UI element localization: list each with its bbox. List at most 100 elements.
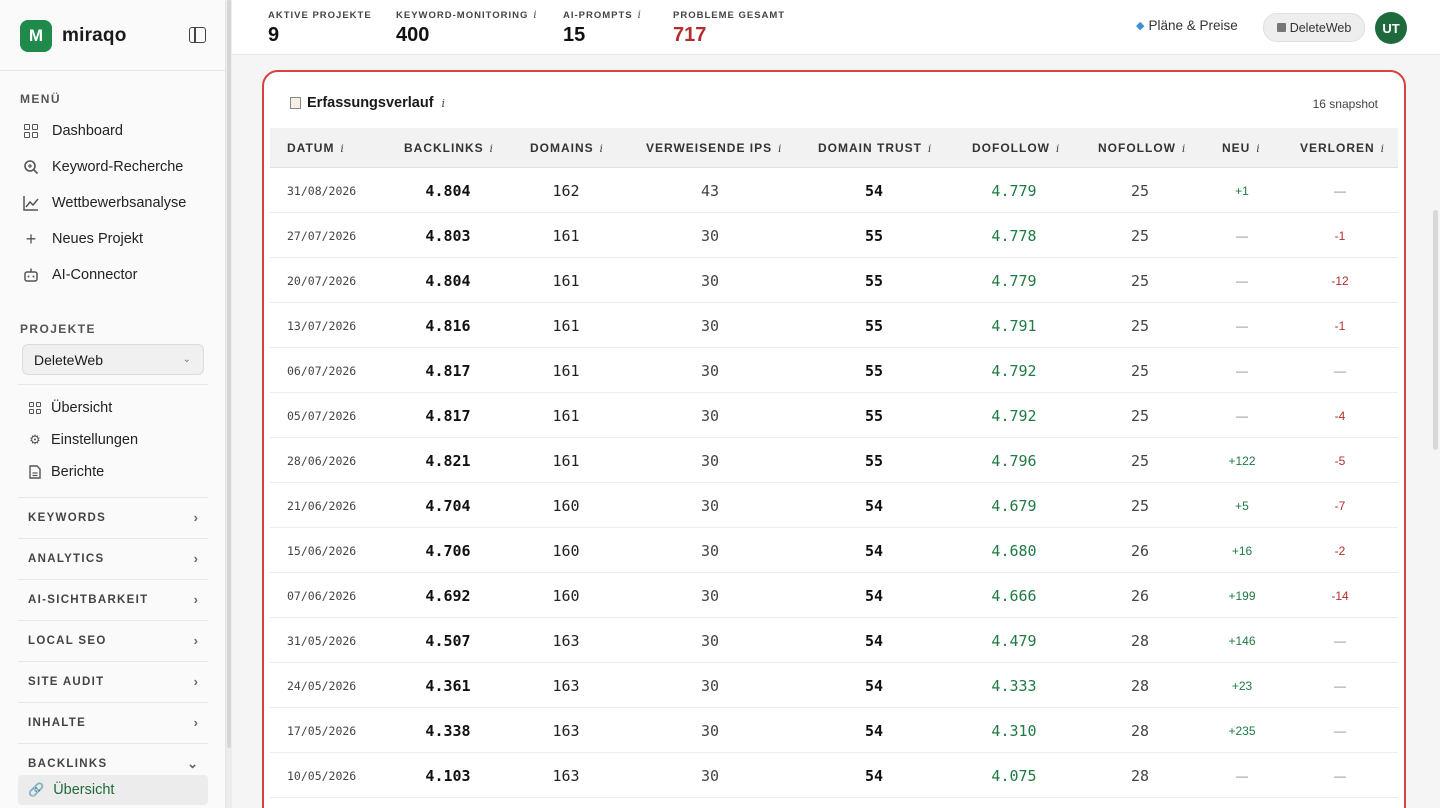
nav-keyword-recherche[interactable]: Keyword-Recherche xyxy=(22,155,183,179)
cell-verloren: -1 xyxy=(1334,228,1346,243)
stat-aktive-projekte: AKTIVE PROJEKTE 9 xyxy=(268,10,372,47)
info-icon[interactable]: i xyxy=(441,96,446,110)
column-header-verweisende-ips[interactable]: VERWEISENDE IPS i xyxy=(646,141,782,155)
nav-dashboard[interactable]: Dashboard xyxy=(22,119,123,143)
cell-backlinks: 4.804 xyxy=(425,181,471,200)
chevron-down-icon: ⌄ xyxy=(182,354,191,365)
column-header-domain-trust[interactable]: DOMAIN TRUST i xyxy=(818,141,932,155)
cell-date: 21/06/2026 xyxy=(287,498,357,513)
group-label: SITE AUDIT xyxy=(28,675,105,688)
project-switcher-button[interactable]: DeleteWeb xyxy=(1263,13,1365,42)
table-row: 27/07/2026 4.803 161 30 55 4.778 25 — -1 xyxy=(270,213,1398,258)
cell-verweisende-ips: 30 xyxy=(700,226,720,245)
cell-backlinks: 4.816 xyxy=(425,316,471,335)
cell-neu: +16 xyxy=(1231,543,1253,558)
sidebar: M miraqo MENÜ Dashboard Keyword-Recherch… xyxy=(0,0,226,808)
cell-nofollow: 25 xyxy=(1130,226,1150,245)
sidebar-scrollbar[interactable] xyxy=(226,0,232,808)
column-header-datum[interactable]: DATUM i xyxy=(287,141,344,155)
project-item-einstellungen[interactable]: ⚙ Einstellungen xyxy=(28,429,138,451)
column-header-neu[interactable]: NEU i xyxy=(1222,141,1260,155)
info-icon[interactable]: i xyxy=(778,144,782,155)
info-icon[interactable]: i xyxy=(928,144,932,155)
project-item-uebersicht[interactable]: Übersicht xyxy=(28,397,112,419)
project-select[interactable]: DeleteWeb ⌄ xyxy=(22,344,204,375)
sidebar-toggle-icon[interactable] xyxy=(189,27,206,43)
group-keywords[interactable]: KEYWORDS › xyxy=(18,497,208,537)
brand[interactable]: M miraqo xyxy=(20,20,127,52)
cell-backlinks: 4.821 xyxy=(425,451,471,470)
info-icon[interactable]: i xyxy=(1256,144,1260,155)
avatar[interactable]: UT xyxy=(1375,12,1407,44)
cell-nofollow: 28 xyxy=(1130,721,1150,740)
info-icon[interactable]: i xyxy=(1181,144,1186,155)
cell-verloren: -1 xyxy=(1334,318,1346,333)
column-header-verloren[interactable]: VERLOREN i xyxy=(1300,141,1384,155)
nav-label: Keyword-Recherche xyxy=(52,159,184,175)
group-analytics[interactable]: ANALYTICS › xyxy=(18,538,208,578)
cell-dofollow: 4.796 xyxy=(991,451,1037,470)
group-inhalte[interactable]: INHALTE › xyxy=(18,702,208,742)
info-icon[interactable]: i xyxy=(533,10,538,21)
cell-backlinks: 4.338 xyxy=(425,721,471,740)
history-table: DATUM i BACKLINKS i DOMAINS i VERWEISENDE I… xyxy=(270,128,1398,798)
cell-backlinks: 4.361 xyxy=(425,676,471,695)
cell-domain-trust: 54 xyxy=(864,766,884,785)
cell-verloren: -7 xyxy=(1334,498,1346,513)
nav-ai-connector[interactable]: AI-Connector xyxy=(22,263,137,287)
cell-neu: +235 xyxy=(1228,723,1256,738)
cell-dofollow: 4.778 xyxy=(991,226,1037,245)
plans-link[interactable]: ◆ Pläne & Preise xyxy=(1136,18,1238,33)
column-header-domains[interactable]: DOMAINS i xyxy=(530,141,603,155)
cell-nofollow: 25 xyxy=(1130,316,1150,335)
main-scrollbar-thumb[interactable] xyxy=(1433,210,1438,450)
cell-neu: — xyxy=(1236,408,1248,423)
plans-label: Pläne & Preise xyxy=(1148,18,1238,33)
group-local-seo[interactable]: LOCAL SEO › xyxy=(18,620,208,660)
stat-label: AKTIVE PROJEKTE xyxy=(268,10,372,21)
cell-verloren: -12 xyxy=(1331,273,1349,288)
chevron-right-icon: › xyxy=(193,674,198,689)
cell-domains: 161 xyxy=(552,226,580,245)
cell-backlinks: 4.103 xyxy=(425,766,471,785)
table-row: 10/05/2026 4.103 163 30 54 4.075 28 — — xyxy=(270,753,1398,798)
cell-verweisende-ips: 30 xyxy=(700,766,720,785)
cell-domains: 161 xyxy=(552,406,580,425)
info-icon[interactable]: i xyxy=(637,10,642,21)
nav-wettbewerbsanalyse[interactable]: Wettbewerbsanalyse xyxy=(22,191,186,215)
cell-dofollow: 4.792 xyxy=(991,406,1037,425)
info-icon[interactable]: i xyxy=(489,144,493,155)
project-item-berichte[interactable]: Berichte xyxy=(28,461,104,483)
info-icon[interactable]: i xyxy=(1055,144,1060,155)
info-icon[interactable]: i xyxy=(1380,144,1384,155)
nav-label: Neues Projekt xyxy=(52,231,144,247)
cell-date: 31/08/2026 xyxy=(287,183,357,198)
column-header-nofollow[interactable]: NOFOLLOW i xyxy=(1098,141,1186,155)
column-header-backlinks[interactable]: BACKLINKS i xyxy=(404,141,493,155)
cell-nofollow: 26 xyxy=(1130,586,1150,605)
cell-domain-trust: 54 xyxy=(864,676,884,695)
project-item-label: Berichte xyxy=(51,464,105,480)
cell-dofollow: 4.779 xyxy=(991,181,1037,200)
sidebar-scrollbar-thumb[interactable] xyxy=(227,0,231,748)
group-backlinks[interactable]: BACKLINKS ⌄ xyxy=(18,743,208,783)
cell-verweisende-ips: 30 xyxy=(700,361,720,380)
info-icon[interactable]: i xyxy=(340,144,344,155)
document-icon xyxy=(290,97,301,109)
table-row: 28/06/2026 4.821 161 30 55 4.796 25 +122 -5 xyxy=(270,438,1398,483)
grid-icon xyxy=(28,402,42,414)
stat-value: 717 xyxy=(673,24,707,46)
group-site-audit[interactable]: SITE AUDIT › xyxy=(18,661,208,701)
grid-icon xyxy=(22,122,40,140)
info-icon[interactable]: i xyxy=(599,144,603,155)
cell-domain-trust: 54 xyxy=(864,631,884,650)
column-header-dofollow[interactable]: DOFOLLOW i xyxy=(972,141,1060,155)
backlinks-uebersicht-active[interactable]: 🔗 Übersicht xyxy=(18,775,208,805)
group-ai-sichtbarkeit[interactable]: AI-SICHTBARKEIT › xyxy=(18,579,208,619)
cell-domain-trust: 55 xyxy=(864,271,884,290)
group-label: LOCAL SEO xyxy=(28,634,107,647)
cell-backlinks: 4.704 xyxy=(425,496,471,515)
cell-verweisende-ips: 30 xyxy=(700,541,720,560)
cell-verloren: — xyxy=(1334,723,1346,738)
nav-neues-projekt[interactable]: + Neues Projekt xyxy=(22,227,143,251)
